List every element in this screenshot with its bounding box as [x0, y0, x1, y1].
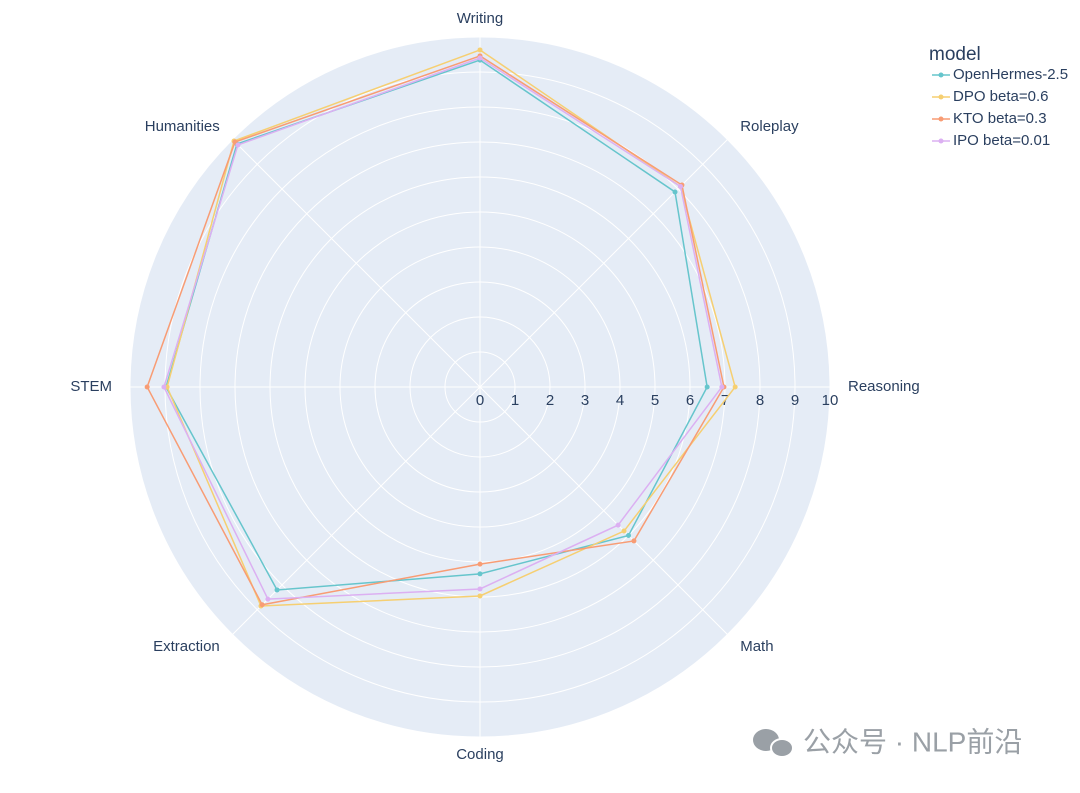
data-point	[615, 522, 621, 528]
data-point	[625, 532, 631, 538]
grid-circle	[339, 246, 621, 528]
category-label: Math	[740, 638, 773, 655]
radial-tick-label: 4	[616, 392, 624, 409]
category-label: STEM	[70, 378, 112, 395]
legend-title: model	[929, 44, 981, 65]
grid-circle	[444, 351, 516, 423]
radial-tick-label: 6	[686, 392, 694, 409]
legend-marker	[938, 72, 944, 78]
data-point	[477, 586, 483, 592]
data-point	[719, 384, 725, 390]
radial-tick-label: 5	[651, 392, 659, 409]
data-point	[732, 384, 738, 390]
category-label: Coding	[456, 746, 504, 763]
radial-tick-label: 1	[511, 392, 519, 409]
data-point	[477, 561, 483, 567]
data-point	[161, 384, 167, 390]
legend-label: IPO beta=0.01	[953, 132, 1050, 149]
legend-label: OpenHermes-2.5	[953, 66, 1068, 83]
category-label: Writing	[457, 10, 503, 27]
grid-circle	[129, 36, 831, 738]
data-point	[677, 184, 683, 190]
data-point	[477, 571, 483, 577]
data-point	[621, 528, 627, 534]
radial-tick-label: 2	[546, 392, 554, 409]
radial-tick-label: 10	[822, 392, 839, 409]
grid-circle	[374, 281, 586, 493]
data-point	[672, 189, 678, 195]
data-point	[477, 47, 483, 53]
data-point	[265, 596, 271, 602]
category-label: Roleplay	[740, 118, 799, 135]
category-label: Humanities	[145, 118, 220, 135]
grid-circle	[199, 106, 761, 668]
legend-label: KTO beta=0.3	[953, 110, 1047, 127]
legend-marker	[938, 94, 944, 100]
watermark: 公众号 · NLP前沿	[803, 726, 1022, 757]
category-label: Extraction	[153, 638, 220, 655]
data-point	[274, 587, 280, 593]
legend-marker	[938, 116, 944, 122]
data-point	[235, 142, 241, 148]
watermark-icon	[753, 729, 794, 758]
radial-tick-label: 9	[791, 392, 799, 409]
radial-tick-label: 0	[476, 392, 484, 409]
data-point	[477, 593, 483, 599]
legend-label: DPO beta=0.6	[953, 88, 1048, 105]
category-label: Reasoning	[848, 378, 920, 395]
data-point	[704, 384, 710, 390]
radial-tick-label: 8	[756, 392, 764, 409]
legend-marker	[938, 138, 944, 144]
data-point	[259, 602, 265, 608]
radial-tick-label: 3	[581, 392, 589, 409]
grid-circle	[409, 316, 551, 458]
data-point	[477, 55, 483, 61]
data-point	[631, 538, 637, 544]
data-point	[144, 384, 150, 390]
